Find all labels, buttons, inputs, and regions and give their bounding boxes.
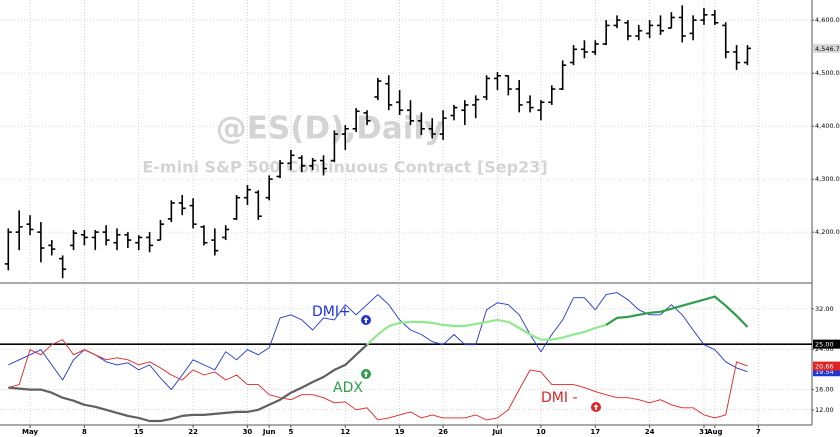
- last-price-label: 4,546.75: [815, 45, 840, 53]
- x-tick-label: 26: [438, 428, 448, 436]
- y-tick-label: 4,600.00: [815, 16, 840, 24]
- series-name-label: DMI+: [312, 304, 351, 320]
- series-icon-arrow: [363, 371, 369, 377]
- last-price-label-box: [813, 43, 840, 53]
- y-tick-label: 16.00: [815, 386, 834, 394]
- x-tick-label: 22: [188, 428, 198, 436]
- x-tick-label: 8: [82, 428, 87, 436]
- series-icon-arrow: [593, 404, 599, 410]
- series-line: [366, 318, 607, 346]
- series-name-label: ADX: [333, 380, 363, 396]
- watermark-subtitle: E-mini S&P 500 Continuous Contract [Sep2…: [142, 158, 547, 177]
- series-value-label-box: [813, 361, 840, 371]
- x-tick-label: 31: [699, 428, 709, 436]
- reference-label: 25.00: [815, 341, 834, 349]
- series-value-label-box: [813, 367, 840, 377]
- x-tick-label: Jul: [491, 428, 502, 436]
- x-tick-label: 10: [536, 428, 546, 436]
- x-tick-label: 7: [756, 428, 761, 436]
- x-tick-label: 19: [395, 428, 405, 436]
- y-tick-label: 32.00: [815, 305, 834, 313]
- x-tick-label: May: [22, 428, 38, 436]
- x-tick-label: 5: [288, 428, 293, 436]
- series-value-label: 19.54: [815, 368, 834, 376]
- x-tick-label: 24: [645, 428, 655, 436]
- y-tick-label: 4,200.00: [815, 228, 840, 236]
- y-tick-label: 12.00: [815, 406, 834, 414]
- series-line: [605, 295, 749, 328]
- x-tick-label: Aug: [707, 428, 722, 436]
- series-name-label: DMI -: [541, 390, 578, 406]
- reference-label-box: [813, 339, 840, 349]
- series-line: [8, 339, 748, 421]
- watermark-title: @ES(D),Daily: [216, 111, 444, 147]
- series-line: [8, 292, 748, 391]
- x-tick-label: Jun: [262, 428, 276, 436]
- x-tick-label: 12: [340, 428, 350, 436]
- y-tick-label: 24.00: [815, 345, 834, 353]
- x-tick-label: 17: [590, 428, 600, 436]
- series-value-label: 20.66: [815, 363, 834, 371]
- series-icon-arrow: [363, 317, 369, 323]
- y-tick-label: 4,400.00: [815, 122, 840, 130]
- y-tick-label: 4,500.00: [815, 69, 840, 77]
- price-bars: [4, 5, 751, 279]
- y-tick-label: 4,300.00: [815, 175, 840, 183]
- x-tick-label: 15: [134, 428, 144, 436]
- series-line: [8, 343, 368, 423]
- x-tick-label: 30: [243, 428, 253, 436]
